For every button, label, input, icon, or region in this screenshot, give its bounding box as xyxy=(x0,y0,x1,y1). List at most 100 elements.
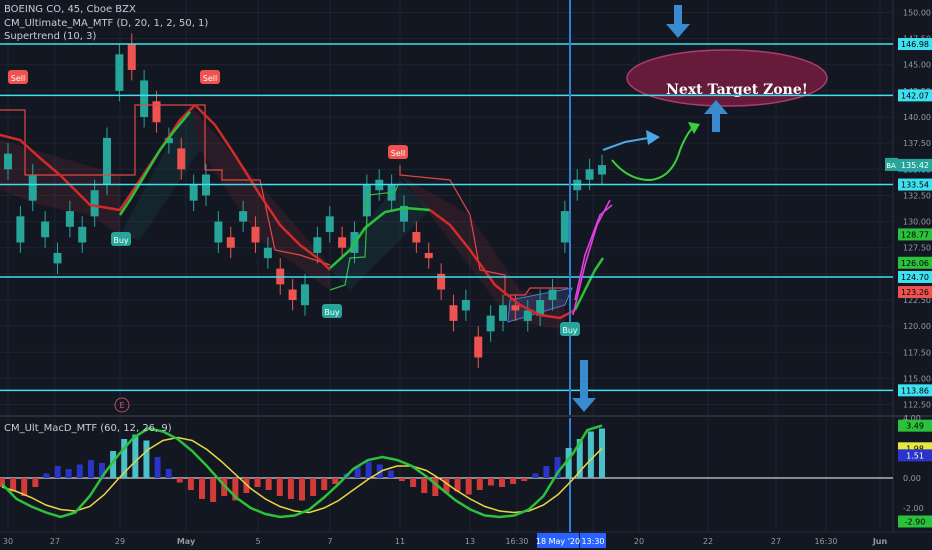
price-tick-label: 130.00 xyxy=(903,218,931,227)
macd-histogram-bar xyxy=(476,478,483,490)
symbol-legend[interactable]: BOEING CO, 45, Cboe BZX xyxy=(4,4,136,15)
candle xyxy=(28,174,37,201)
macd-histogram-bar xyxy=(332,478,339,484)
macd-histogram-bar xyxy=(99,463,105,478)
candle xyxy=(127,43,136,70)
macd-line xyxy=(1,424,603,519)
down-arrow xyxy=(666,24,690,38)
candle xyxy=(90,190,99,217)
candle xyxy=(301,284,309,306)
macd-tick-label: 0.00 xyxy=(903,474,921,483)
macd-histogram-bar xyxy=(599,428,605,478)
macd-tick-label: 4.00 xyxy=(903,414,921,423)
target-zone-label: Next Target Zone! xyxy=(666,82,808,98)
ma-line-green xyxy=(329,206,431,269)
candle xyxy=(78,226,87,243)
up-arrow xyxy=(704,100,728,114)
candle xyxy=(486,315,495,332)
macd-histogram-bar xyxy=(465,478,472,495)
macd-histogram-bar xyxy=(532,473,539,478)
ma-indicator-legend[interactable]: CM_Ultimate_MA_MTF (D, 20, 1, 2, 50, 1) xyxy=(4,18,209,29)
projection-line xyxy=(611,124,697,182)
macd-value-label: 3.49 xyxy=(906,422,924,431)
time-tick-label: 27 xyxy=(50,537,60,546)
macd-histogram-bar xyxy=(321,478,328,490)
supertrend-red-band xyxy=(0,140,120,235)
sell-signal-badge xyxy=(200,70,220,84)
level-price-badge xyxy=(898,286,932,299)
macd-histogram-bar xyxy=(199,478,205,499)
macd-histogram-bar xyxy=(132,434,139,478)
macd-histogram-bar xyxy=(10,478,17,492)
candle xyxy=(53,252,62,264)
projection-arrowhead xyxy=(688,122,700,134)
macd-histogram-bar xyxy=(587,431,594,478)
buy-signal-badge xyxy=(560,322,580,336)
candle xyxy=(152,101,161,123)
macd-histogram-bar xyxy=(210,478,217,502)
time-tick-label: 11 xyxy=(395,537,405,546)
candle xyxy=(325,216,334,233)
sell-signal-label: Sell xyxy=(391,149,405,158)
candle xyxy=(189,184,198,201)
macd-histogram-bar xyxy=(54,466,61,478)
price-tick-label: 112.50 xyxy=(903,401,931,410)
macd-histogram-bar xyxy=(354,466,361,478)
macd-histogram-bar xyxy=(365,461,372,478)
candle xyxy=(164,137,173,144)
macd-histogram-bar xyxy=(165,469,172,478)
target-zone-ellipse xyxy=(626,49,828,107)
projection-line xyxy=(602,137,649,151)
macd-histogram-bar xyxy=(410,478,417,487)
price-tick-label: 117.50 xyxy=(903,348,931,357)
macd-histogram-bar xyxy=(76,464,83,478)
supertrend-legend[interactable]: Supertrend (10, 3) xyxy=(4,31,97,42)
macd-indicator-legend[interactable]: CM_Ult_MacD_MTF (60, 12, 26, 9) xyxy=(4,423,172,434)
macd-histogram-bar xyxy=(87,460,94,478)
price-tick-label: 137.50 xyxy=(903,139,931,148)
price-tick-label: 145.00 xyxy=(903,61,931,70)
macd-histogram-bar xyxy=(432,478,439,496)
level-price-badge xyxy=(898,38,932,51)
earnings-marker xyxy=(114,397,130,413)
level-price-badge xyxy=(898,384,932,397)
candle xyxy=(598,165,606,175)
level-price-label: 126.06 xyxy=(901,259,929,268)
candle xyxy=(103,137,111,185)
last-price-symbol-badge xyxy=(885,157,898,171)
macd-histogram-bar xyxy=(154,457,161,478)
price-tick-label: 120.00 xyxy=(903,322,931,331)
macd-value-badge xyxy=(898,515,932,528)
supertrend-line xyxy=(329,184,399,291)
macd-histogram-bar xyxy=(310,478,317,496)
supertrend-line xyxy=(399,165,568,296)
last-price-label: 135.42 xyxy=(901,161,929,170)
price-tick-label: 140.00 xyxy=(903,113,931,122)
sell-signal-label: Sell xyxy=(11,74,25,83)
macd-histogram-bar xyxy=(121,439,128,478)
macd-value-label: -2.90 xyxy=(905,518,926,527)
macd-value-label: 1.51 xyxy=(906,451,924,460)
candle xyxy=(400,205,408,222)
macd-histogram-bar xyxy=(454,478,461,492)
candle xyxy=(548,289,557,300)
macd-value-badge xyxy=(898,449,932,462)
projection-line xyxy=(572,199,611,316)
candle xyxy=(560,211,569,243)
macd-histogram-bar xyxy=(421,478,428,493)
time-tick-label: 7 xyxy=(327,537,332,546)
candle xyxy=(338,237,347,248)
macd-histogram-bar xyxy=(299,478,305,501)
candle xyxy=(288,289,297,300)
macd-histogram-bar xyxy=(510,478,517,484)
time-tick-label: May xyxy=(177,537,196,546)
candle xyxy=(115,54,124,91)
price-tick-label: 132.50 xyxy=(903,191,931,200)
candle xyxy=(65,211,74,227)
macd-histogram-bar xyxy=(399,478,405,481)
buy-signal-badge xyxy=(322,304,342,318)
macd-histogram-bar xyxy=(0,478,5,487)
macd-histogram-bar xyxy=(499,478,505,487)
level-price-label: 123.26 xyxy=(901,288,929,297)
